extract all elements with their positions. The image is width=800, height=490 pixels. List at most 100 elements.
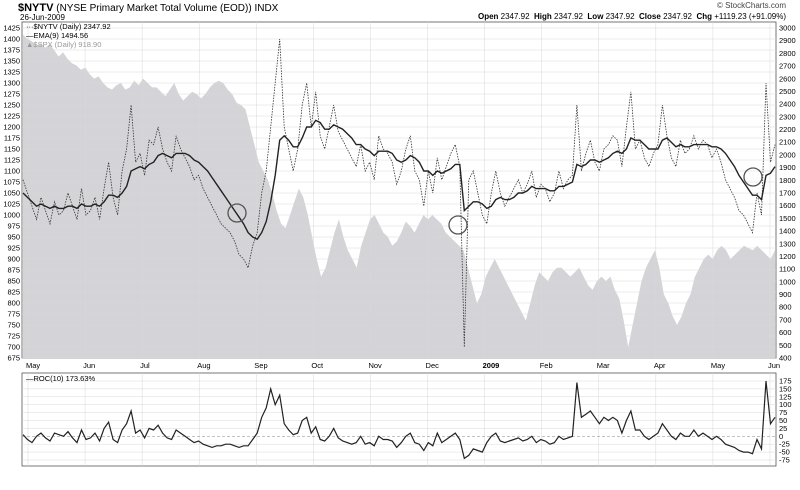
roc-y-tick-label: 125 [779,392,792,401]
left-y-tick-label: 1325 [3,68,20,77]
right-y-tick-label: 1600 [779,201,796,210]
right-y-tick-label: 2200 [779,125,796,134]
left-y-tick-label: 1150 [4,145,20,154]
right-y-tick-label: 3000 [779,24,796,33]
x-tick-label: May [711,361,725,370]
left-y-tick-label: 675 [7,354,20,363]
right-y-tick-label: 1800 [779,176,796,185]
roc-y-tick-label: -50 [779,448,790,457]
left-y-tick-label: 900 [7,255,20,264]
credit-text: © StockCharts.com [716,1,786,10]
exchange: INDX [254,3,279,14]
symbol: $NYTV [18,2,54,14]
roc-y-tick-label: -25 [779,440,790,449]
legend-nytv: ···$NYTV (Daily) 2347.92 [26,22,111,31]
x-tick-label: Jun [83,361,95,370]
x-tick-label: Aug [197,361,210,370]
chart-date: 26-Jun-2009 [20,13,65,22]
x-tick-label: Dec [426,361,440,370]
close-value: 2347.92 [663,12,692,21]
left-y-tick-label: 1075 [3,178,20,187]
right-y-tick-label: 2900 [779,36,796,45]
left-y-tick-label: 850 [7,277,20,286]
annotation-circle [227,203,247,223]
roc-y-tick-label: 75 [779,408,787,417]
x-tick-label: Sep [254,361,267,370]
right-y-tick-label: 400 [779,354,792,363]
right-y-tick-label: 700 [779,315,792,324]
high-label: High [534,12,552,21]
chg-value: +1119.23 (+91.09%) [714,12,786,21]
right-y-tick-label: 2000 [779,150,796,159]
annotation-circle [743,167,763,187]
ema9-series [22,119,776,241]
right-y-tick-label: 2100 [779,138,796,147]
x-tick-label: Feb [540,361,553,370]
left-y-tick-label: 1375 [3,46,20,55]
left-y-tick-label: 1350 [3,57,20,66]
right-y-tick-label: 500 [779,341,792,350]
legend-roc: —ROC(10) 173.63% [26,374,96,383]
legend-spx: ▲$SPX (Daily) 918.90 [26,40,101,49]
low-label: Low [587,12,604,21]
roc-y-tick-label: 100 [779,400,792,409]
left-y-tick-label: 1425 [3,24,20,33]
right-y-tick-label: 1100 [779,265,795,274]
left-y-tick-label: 1025 [3,200,20,209]
low-value: 2347.92 [605,12,635,21]
x-tick-label: May [26,361,40,370]
left-y-tick-label: 1000 [3,211,20,220]
left-y-tick-label: 800 [7,299,20,308]
left-y-tick-label: 950 [7,233,20,242]
roc-y-tick-label: 150 [779,384,792,393]
left-y-tick-label: 750 [7,321,20,330]
x-tick-label: Apr [654,361,666,370]
nytv-daily-series [22,38,776,348]
left-y-tick-label: 775 [7,310,20,319]
right-y-tick-label: 1900 [779,163,796,172]
left-y-tick-label: 1250 [3,101,20,110]
roc-panel-frame [21,372,777,467]
right-y-tick-label: 2800 [779,49,796,58]
left-y-tick-label: 1050 [3,189,20,198]
left-y-tick-label: 1400 [3,35,20,44]
spx-area-series [23,34,775,358]
left-y-tick-label: 925 [7,244,20,253]
left-y-tick-label: 975 [7,222,20,231]
right-y-tick-label: 1500 [779,214,796,223]
right-y-tick-label: 2700 [779,62,796,71]
left-y-tick-label: 1300 [3,79,20,88]
left-y-tick-label: 700 [7,343,20,352]
right-y-tick-label: 600 [779,328,792,337]
roc-y-tick-label: 0 [779,432,783,441]
right-y-tick-label: 900 [779,290,792,299]
left-y-tick-label: 725 [7,332,20,341]
annotation-circle [448,215,468,235]
x-tick-label: Jun [768,361,780,370]
x-tick-label: Oct [311,361,324,370]
left-y-tick-label: 1200 [3,123,20,132]
right-y-tick-label: 1300 [779,239,796,248]
left-y-tick-label: 825 [7,288,20,297]
right-y-tick-label: 1200 [779,252,796,261]
left-y-tick-label: 1225 [3,112,20,121]
right-y-tick-label: 2300 [779,112,796,121]
roc-y-tick-label: 25 [779,424,787,433]
high-value: 2347.92 [554,12,583,21]
right-y-tick-label: 1400 [779,227,796,236]
left-y-tick-label: 1275 [3,90,20,99]
left-y-tick-label: 1100 [4,167,20,176]
right-y-tick-label: 1700 [779,189,796,198]
quote-summary: Open 2347.92 High 2347.92 Low 2347.92 Cl… [478,12,786,21]
roc-series [22,380,776,460]
right-y-tick-label: 2600 [779,74,796,83]
left-y-tick-label: 1175 [4,134,20,143]
x-tick-label: Jul [140,361,150,370]
chg-label: Chg [696,12,712,21]
right-y-tick-label: 2400 [779,100,796,109]
open-label: Open [477,12,499,21]
left-y-tick-label: 875 [7,266,20,275]
symbol-name: (NYSE Primary Market Total Volume (EOD)) [56,3,252,14]
right-y-tick-label: 800 [779,303,792,312]
